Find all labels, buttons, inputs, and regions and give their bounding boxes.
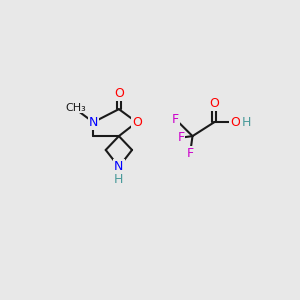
- Text: H: H: [241, 116, 251, 129]
- Text: O: O: [132, 116, 142, 129]
- Text: CH₃: CH₃: [65, 103, 86, 112]
- Text: H: H: [114, 173, 124, 186]
- Text: F: F: [187, 146, 194, 160]
- Text: F: F: [172, 113, 179, 126]
- Text: O: O: [114, 87, 124, 100]
- Text: N: N: [114, 160, 124, 173]
- Text: N: N: [88, 116, 98, 129]
- Text: O: O: [230, 116, 240, 129]
- Text: O: O: [209, 97, 219, 110]
- Text: F: F: [177, 131, 184, 144]
